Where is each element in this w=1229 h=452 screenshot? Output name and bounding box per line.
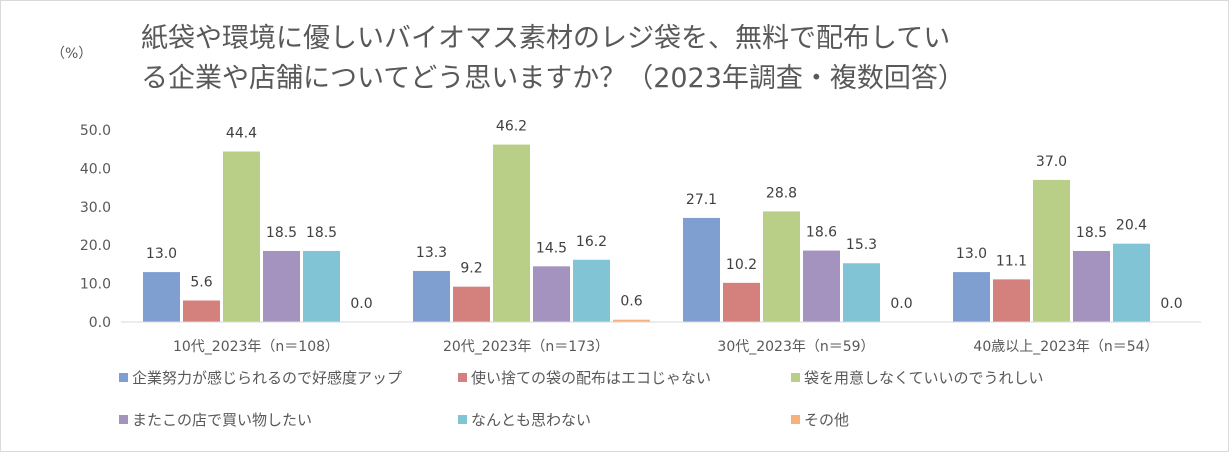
data-label: 46.2 xyxy=(496,119,527,135)
legend-item: なんとも思わない xyxy=(458,409,591,430)
legend-swatch xyxy=(119,373,128,382)
data-label: 13.3 xyxy=(416,245,447,261)
bar xyxy=(303,250,340,322)
bar xyxy=(843,263,880,322)
legend-label: なんとも思わない xyxy=(471,411,592,429)
bar xyxy=(1073,250,1110,322)
x-category-label: 30代_2023年（n＝59） xyxy=(717,339,874,355)
title-line-2: る企業や店舗についてどう思いますか？（2023年調査・複数回答） xyxy=(141,63,965,94)
legend-item: 企業努力が感じられるので好感度アップ xyxy=(119,367,402,388)
legend-item: その他 xyxy=(791,409,849,430)
bar xyxy=(143,272,180,322)
legend-item: またこの店で買い物したい xyxy=(119,409,312,430)
data-label: 5.6 xyxy=(190,274,212,290)
legend-swatch xyxy=(791,373,800,382)
bar xyxy=(723,282,760,322)
bar xyxy=(953,272,990,322)
bar xyxy=(263,250,300,322)
bar xyxy=(803,250,840,322)
y-tick-label: 0.0 xyxy=(89,315,111,331)
y-tick-label: 30.0 xyxy=(80,200,111,216)
bar xyxy=(763,211,800,322)
data-label: 18.5 xyxy=(266,225,297,241)
y-tick-label: 20.0 xyxy=(80,238,111,254)
data-label: 15.3 xyxy=(846,237,877,253)
bar xyxy=(993,279,1030,322)
bar xyxy=(683,217,720,322)
bar xyxy=(493,144,530,322)
data-label: 13.0 xyxy=(956,246,987,262)
legend-swatch xyxy=(458,415,467,424)
bar xyxy=(533,266,570,322)
data-label: 14.5 xyxy=(536,240,567,256)
bar xyxy=(613,319,650,322)
data-label: 37.0 xyxy=(1036,154,1067,170)
legend-label: 使い捨ての袋の配布はエコじゃない xyxy=(471,369,712,387)
legend-label: 袋を用意しなくていいのでうれしい xyxy=(804,369,1044,387)
data-label: 20.4 xyxy=(1116,218,1147,234)
x-category-label: 20代_2023年（n＝173） xyxy=(443,339,609,355)
data-label: 16.2 xyxy=(576,234,607,250)
x-category-label: 10代_2023年（n＝108） xyxy=(173,339,339,355)
data-label: 44.4 xyxy=(226,126,257,142)
legend-label: その他 xyxy=(804,411,850,429)
data-label: 0.0 xyxy=(350,296,372,312)
data-label: 0.0 xyxy=(890,296,912,312)
x-category-label: 40歳以上_2023年（n＝54） xyxy=(973,339,1158,355)
legend-item: 袋を用意しなくていいのでうれしい xyxy=(791,367,1044,388)
y-tick-label: 40.0 xyxy=(80,161,111,177)
legend-swatch xyxy=(119,415,128,424)
data-label: 13.0 xyxy=(146,246,177,262)
y-tick-label: 50.0 xyxy=(80,123,111,139)
data-label: 18.6 xyxy=(806,225,837,241)
bar xyxy=(1033,179,1070,322)
legend-item: 使い捨ての袋の配布はエコじゃない xyxy=(458,367,711,388)
legend-swatch xyxy=(458,373,467,382)
bar xyxy=(413,270,450,322)
legend-swatch xyxy=(791,415,800,424)
data-label: 0.6 xyxy=(620,294,642,310)
bar xyxy=(183,300,220,322)
data-label: 18.5 xyxy=(306,225,337,241)
y-tick-label: 10.0 xyxy=(80,277,111,293)
data-label: 18.5 xyxy=(1076,225,1107,241)
chart-title: 紙袋や環境に優しいバイオマス素材のレジ袋を、無料で配布してい る企業や店舗について… xyxy=(141,19,965,99)
bar xyxy=(573,259,610,322)
legend-label: またこの店で買い物したい xyxy=(132,411,313,429)
y-axis-unit: （%） xyxy=(51,46,93,62)
bar xyxy=(1113,243,1150,322)
data-label: 9.2 xyxy=(460,261,482,277)
bar xyxy=(223,151,260,322)
data-label: 0.0 xyxy=(1160,296,1182,312)
title-line-1: 紙袋や環境に優しいバイオマス素材のレジ袋を、無料で配布してい xyxy=(141,23,951,54)
data-label: 10.2 xyxy=(726,257,757,273)
data-label: 11.1 xyxy=(996,253,1027,269)
data-label: 27.1 xyxy=(686,192,717,208)
data-label: 28.8 xyxy=(766,185,797,201)
legend-label: 企業努力が感じられるので好感度アップ xyxy=(132,369,403,387)
bar xyxy=(453,286,490,322)
